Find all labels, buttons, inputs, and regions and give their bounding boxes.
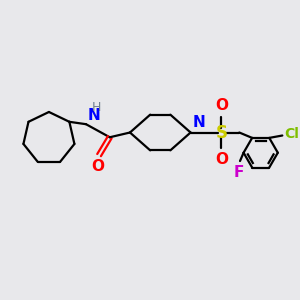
Text: S: S: [215, 124, 227, 142]
Text: N: N: [193, 115, 206, 130]
Text: Cl: Cl: [284, 127, 299, 141]
Text: N: N: [87, 108, 100, 123]
Text: O: O: [215, 98, 228, 113]
Text: O: O: [215, 152, 228, 166]
Text: O: O: [92, 159, 104, 174]
Text: H: H: [91, 101, 101, 114]
Text: F: F: [234, 165, 244, 180]
